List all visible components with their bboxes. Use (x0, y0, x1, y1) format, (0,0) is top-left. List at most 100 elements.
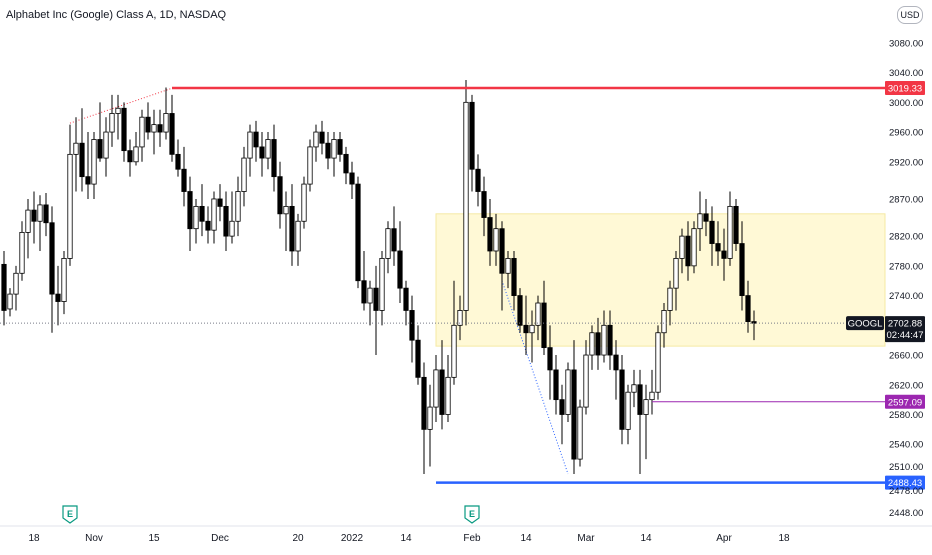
candle-body (133, 146, 139, 163)
candle (733, 198, 739, 251)
candle (535, 295, 541, 341)
candle (445, 355, 451, 422)
candle-body (217, 198, 223, 207)
candle-body (745, 295, 751, 322)
candle-body (727, 205, 733, 259)
x-tick-label: Mar (577, 533, 595, 544)
candle (631, 369, 637, 408)
y-tick-label: 2660.00 (889, 351, 923, 362)
candle-body (211, 198, 217, 231)
candle (703, 198, 709, 237)
candle (49, 206, 55, 333)
candle (373, 265, 379, 356)
candle-body (253, 131, 259, 148)
candle-body (37, 204, 43, 222)
candle-body (595, 332, 601, 356)
trend-line (501, 280, 569, 475)
candle-body (175, 153, 181, 170)
y-tick-label: 2780.00 (889, 261, 923, 272)
candle (79, 108, 85, 192)
candle (19, 221, 25, 281)
candle (133, 132, 139, 166)
candle-body (379, 258, 385, 311)
candle (367, 280, 373, 326)
candle-body (301, 183, 307, 222)
candle-body (289, 205, 295, 252)
candle (103, 117, 109, 177)
candle (139, 109, 145, 162)
candle (97, 102, 103, 162)
candle (715, 221, 721, 266)
candle (307, 139, 313, 192)
candle-body (631, 384, 637, 393)
candle (529, 310, 535, 363)
y-tick-label: 3000.00 (889, 98, 923, 109)
candle-body (19, 232, 25, 274)
x-tick-label: Nov (85, 533, 103, 544)
candle-body (265, 139, 271, 159)
candle (283, 191, 289, 251)
x-tick-label: 20 (292, 533, 304, 544)
candle-body (331, 139, 337, 159)
x-tick-label: 2022 (341, 533, 364, 544)
candle (271, 124, 277, 192)
candle-body (235, 191, 241, 222)
candle (475, 154, 481, 207)
candle-body (523, 324, 529, 334)
candle-body (643, 399, 649, 415)
candle-body (25, 209, 31, 233)
candle-body (649, 391, 655, 401)
candle-body (421, 376, 427, 430)
candle-body (451, 324, 457, 378)
y-tick-label: 2820.00 (889, 232, 923, 243)
candle (463, 80, 469, 326)
candle-body (97, 139, 103, 159)
earnings-marker-label: E (469, 509, 475, 519)
currency-button[interactable]: USD (897, 6, 923, 24)
candle-body (667, 287, 673, 311)
candle-body (55, 293, 61, 302)
candle-body (157, 124, 163, 133)
candle-body (679, 235, 685, 259)
x-tick-label: 14 (520, 533, 532, 544)
candle (379, 250, 385, 326)
candle-body (229, 220, 235, 237)
candle (679, 228, 685, 274)
candle (301, 176, 307, 229)
candle-body (661, 310, 667, 334)
candle (31, 191, 37, 244)
support-price-label-bg (885, 475, 925, 490)
candle (685, 221, 691, 281)
supply-demand-zone (435, 213, 886, 347)
candle-body (13, 272, 19, 295)
candle-body (1, 263, 7, 311)
candle-body (109, 113, 115, 133)
candle (541, 280, 547, 356)
x-tick-label: 18 (28, 533, 40, 544)
candle (361, 250, 367, 311)
candle (667, 280, 673, 326)
candle (313, 124, 319, 162)
candle-body (577, 406, 583, 460)
candle (37, 195, 43, 251)
candle-body (163, 113, 169, 133)
y-tick-label: 2960.00 (889, 128, 923, 139)
candle-body (241, 157, 247, 192)
candle-body (673, 258, 679, 289)
candle-body (121, 107, 127, 152)
x-tick-label: Apr (716, 533, 732, 544)
candle-body (571, 369, 577, 460)
candle (343, 146, 349, 185)
candle (619, 355, 625, 445)
candle-body (685, 235, 691, 267)
candle (421, 362, 427, 474)
candle-body (277, 176, 283, 215)
candle (433, 355, 439, 422)
candle-body (373, 287, 379, 311)
candle-body (475, 168, 481, 192)
candle (151, 109, 157, 155)
candle (115, 94, 121, 140)
candle-body (715, 243, 721, 252)
candle-body (169, 113, 175, 155)
